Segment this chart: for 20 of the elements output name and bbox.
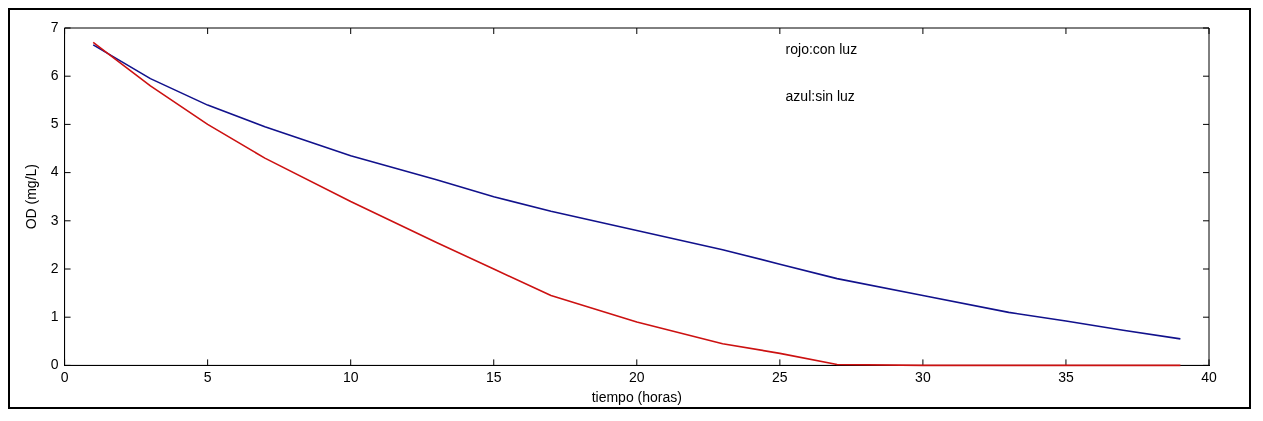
y-tick-label: 3 bbox=[50, 211, 59, 228]
annotation: rojo:con luz bbox=[785, 40, 858, 57]
x-tick-label: 5 bbox=[203, 368, 212, 385]
x-tick-label: 40 bbox=[1201, 368, 1217, 385]
y-tick-label: 2 bbox=[50, 259, 59, 276]
x-tick-label: 10 bbox=[342, 368, 359, 385]
x-tick-label: 30 bbox=[915, 368, 931, 385]
x-tick-label: 25 bbox=[772, 368, 788, 385]
y-tick-label: 6 bbox=[50, 67, 59, 84]
y-tick-label: 1 bbox=[50, 308, 59, 325]
y-tick-label: 0 bbox=[50, 356, 59, 373]
x-axis-title: tiempo (horas) bbox=[591, 389, 682, 406]
x-tick-label: 15 bbox=[485, 368, 502, 385]
x-tick-label: 35 bbox=[1058, 368, 1074, 385]
annotation: azul:sin luz bbox=[785, 87, 855, 104]
x-tick-label: 20 bbox=[629, 368, 645, 385]
y-tick-label: 4 bbox=[50, 163, 59, 180]
y-axis-title: OD (mg/L) bbox=[23, 164, 40, 230]
y-tick-label: 5 bbox=[50, 115, 59, 132]
y-tick-label: 7 bbox=[50, 18, 59, 35]
